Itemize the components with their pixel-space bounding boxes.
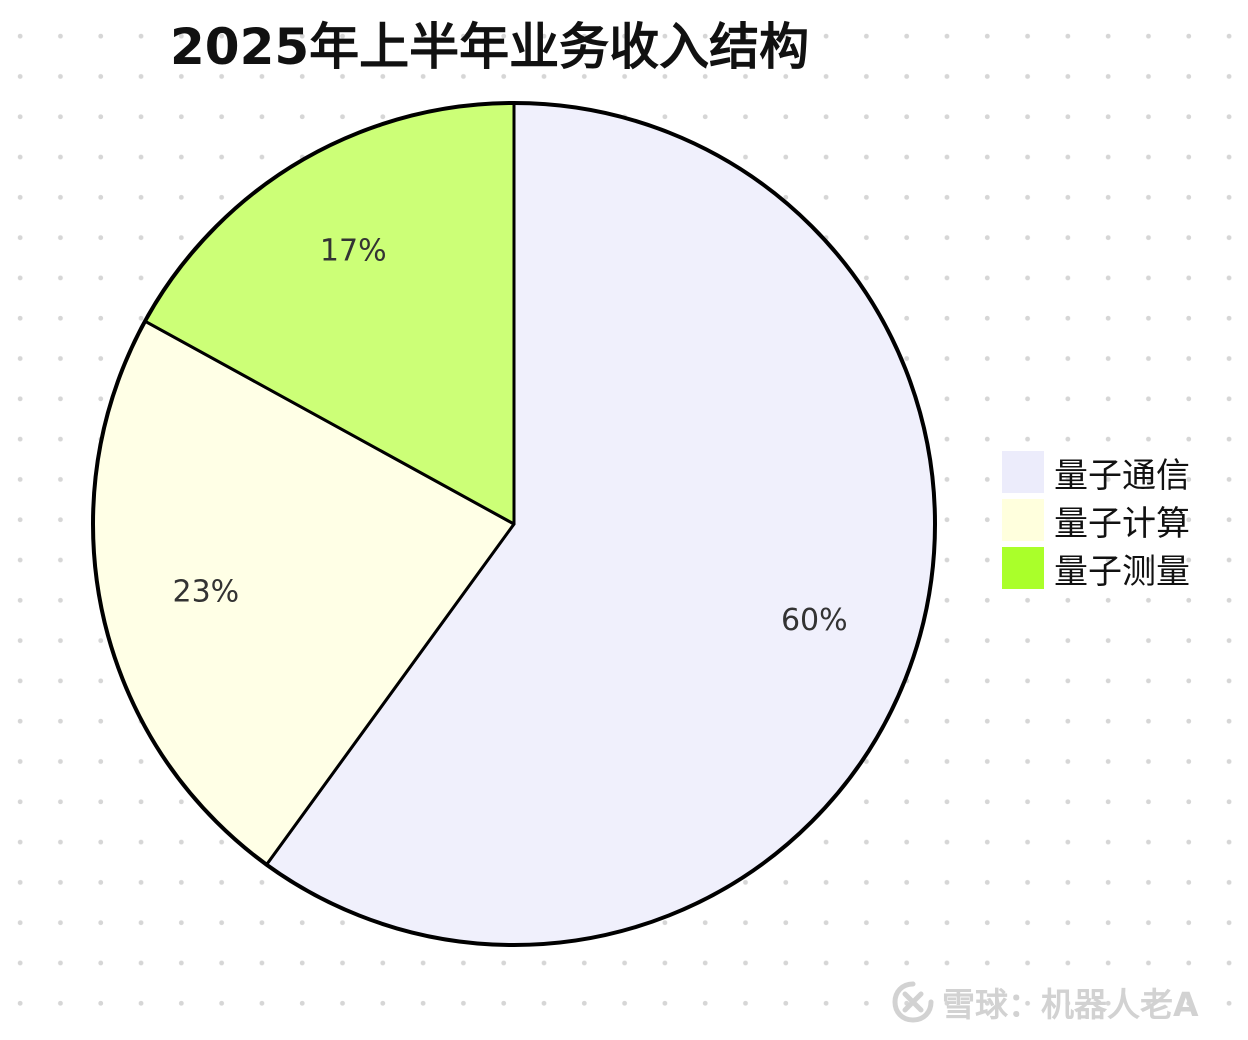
watermark: 雪球：机器人老A xyxy=(890,978,1199,1026)
pie-slice-label-1: 60% xyxy=(781,603,848,638)
legend-item: 量子测量 xyxy=(1002,544,1190,592)
legend-item: 量子通信 xyxy=(1002,448,1190,496)
legend: 量子通信量子计算量子测量 xyxy=(1002,448,1190,592)
pie-outline xyxy=(91,101,937,947)
legend-item: 量子计算 xyxy=(1002,496,1190,544)
legend-label: 量子计算 xyxy=(1054,503,1190,544)
watermark-text: 雪球：机器人老A xyxy=(942,985,1199,1024)
legend-label: 量子通信 xyxy=(1054,455,1190,496)
chart-title: 2025年上半年业务收入结构 xyxy=(170,18,810,76)
legend-swatch xyxy=(1002,499,1044,541)
legend-swatch xyxy=(1002,547,1044,589)
legend-swatch xyxy=(1002,451,1044,493)
pie-slice-label-2: 23% xyxy=(173,574,240,609)
legend-label: 量子测量 xyxy=(1054,551,1190,592)
xueqiu-logo-icon xyxy=(892,981,934,1023)
pie-slice-label-3: 17% xyxy=(320,234,387,269)
